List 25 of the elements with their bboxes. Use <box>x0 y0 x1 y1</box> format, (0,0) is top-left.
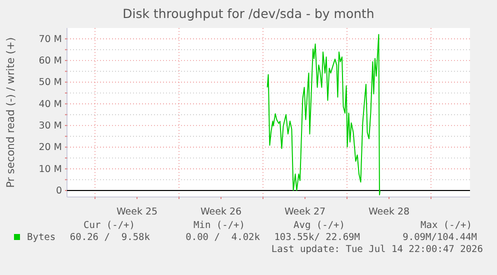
text: 0.00 / 4.02k <box>186 232 260 243</box>
y-axis-title: Pr second read (-) / write (+) <box>5 37 17 188</box>
y-tick-label: 10 M <box>38 164 62 175</box>
x-tick-label: Week 26 <box>200 206 242 218</box>
chart-title: Disk throughput for /dev/sda - by month <box>122 6 374 21</box>
text: 103.55k/ 22.69M <box>274 232 360 243</box>
text: Min (-/+) <box>194 220 245 231</box>
y-tick-label: 30 M <box>38 120 62 132</box>
text: Cur (-/+) <box>84 220 135 231</box>
y-tick-label: 70 M <box>38 34 62 45</box>
text: Last update: Tue Jul 14 22:00:47 2026 <box>271 244 484 255</box>
text: Avg (-/+) <box>294 220 345 231</box>
text: 9.09M/104.44M <box>402 232 478 243</box>
x-tick-label: Week 25 <box>116 206 158 218</box>
line-series <box>266 34 380 196</box>
y-tick-label: 50 M <box>38 77 62 88</box>
y-tick-label: 40 M <box>38 98 62 110</box>
text: Max (-/+) <box>420 220 472 231</box>
x-tick-label: Week 27 <box>284 206 326 218</box>
x-tick-label: Week 28 <box>368 206 410 218</box>
y-tick-label: 20 M <box>38 142 62 154</box>
legend-label: Bytes <box>27 232 56 243</box>
y-tick-label: 0 <box>56 186 62 197</box>
text: 60.26 / 9.58k <box>70 232 150 243</box>
y-tick-label: 60 M <box>38 56 62 67</box>
